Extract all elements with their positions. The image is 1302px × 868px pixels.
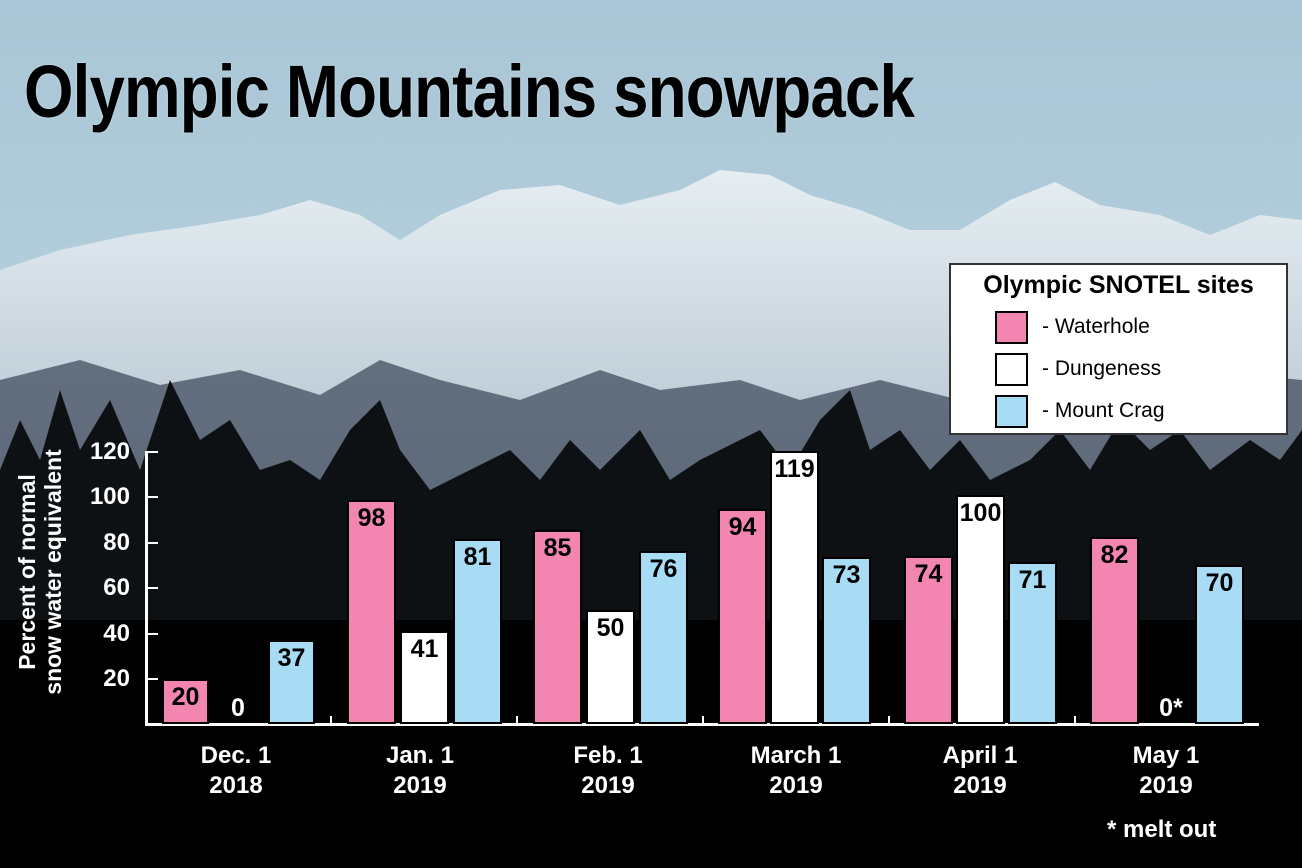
x-label-line1: Dec. 1 [200,742,272,769]
bar-value-zero: 0 [231,694,245,722]
bar-waterhole-mar: 94 [718,509,767,724]
bar-waterhole-apr: 74 [904,556,953,724]
bar-dungeness-jan: 41 [400,631,449,724]
bar-dungeness-mar: 119 [770,451,819,724]
bar-value: 94 [728,513,757,541]
bar-mount-crag-jan: 81 [453,539,502,724]
y-axis-label: Percent of normal snow water equivalent [14,422,66,722]
bar-value: 119 [774,455,815,483]
x-label-line1: March 1 [750,742,842,769]
y-tick-label: 100 [89,483,130,510]
bar-mount-crag-apr: 71 [1008,562,1057,724]
legend: Olympic SNOTEL sites - Waterhole - Dunge… [949,263,1288,435]
y-tick-label: 60 [103,574,130,601]
bar-mount-crag-dec: 37 [268,640,315,724]
x-tick [702,716,704,724]
x-label-line2: 2019 [1139,772,1193,799]
bar-dungeness-feb: 50 [586,610,635,724]
x-label-line2: 2018 [209,772,263,799]
x-axis-line [145,723,1259,726]
y-tick-label: 80 [103,529,130,556]
x-label-feb-2019: Feb. 1 2019 [528,741,688,801]
x-label-mar-2019: March 1 2019 [716,741,876,801]
bar-mount-crag-mar: 73 [822,557,871,724]
bar-dungeness-apr: 100 [956,495,1005,724]
bar-value-melt-out: 0* [1159,694,1183,722]
x-label-line2: 2019 [769,772,823,799]
legend-label: - Dungeness [1042,357,1162,380]
legend-label: - Waterhole [1042,315,1150,338]
bar-value: 76 [649,555,678,583]
bar-value: 37 [277,644,306,672]
waterhole-swatch [995,310,1028,344]
y-axis-label-line1: Percent of normal [14,474,40,670]
y-tick [148,496,158,498]
x-label-line1: Feb. 1 [573,742,643,769]
y-tick [148,587,158,589]
x-label-line2: 2019 [393,772,447,799]
bar-value: 74 [914,560,943,588]
bar-value: 73 [832,561,861,589]
y-tick-label: 40 [103,620,130,647]
bar-waterhole-may: 82 [1090,537,1139,724]
x-label-may-2019: May 1 2019 [1086,741,1246,801]
y-tick [148,451,158,453]
bar-value: 81 [463,543,492,571]
y-tick [148,633,158,635]
x-label-line1: April 1 [942,742,1018,769]
bar-value: 98 [357,504,386,532]
y-tick [148,542,158,544]
bar-mount-crag-may: 70 [1195,565,1244,724]
y-tick-label: 20 [103,665,130,692]
x-label-line2: 2019 [581,772,635,799]
bar-waterhole-jan: 98 [347,500,396,724]
mount-crag-swatch [995,394,1028,428]
bar-value: 20 [171,683,200,711]
legend-label: - Mount Crag [1042,399,1165,422]
x-label-jan-2019: Jan. 1 2019 [340,741,500,801]
y-tick [148,678,158,680]
y-tick-label: 120 [89,438,130,465]
bar-value: 82 [1100,541,1129,569]
chart-title: Olympic Mountains snowpack [24,50,915,133]
x-tick [330,716,332,724]
bar-waterhole-dec: 20 [162,679,209,724]
x-tick [516,716,518,724]
legend-item-waterhole: - Waterhole [995,309,1150,345]
bar-value: 71 [1018,566,1047,594]
bar-value: 41 [410,635,439,663]
x-label-apr-2019: April 1 2019 [900,741,1060,801]
dungeness-swatch [995,352,1028,386]
x-tick [1074,716,1076,724]
x-label-line2: 2019 [953,772,1007,799]
bar-mount-crag-feb: 76 [639,551,688,724]
footnote-melt-out: * melt out [1107,816,1217,843]
y-axis-label-line2: snow water equivalent [40,449,66,695]
legend-item-mount-crag: - Mount Crag [995,393,1165,429]
x-label-dec-2018: Dec. 1 2018 [156,741,316,801]
legend-item-dungeness: - Dungeness [995,351,1161,387]
x-label-line1: Jan. 1 [385,742,455,769]
x-label-line1: May 1 [1132,742,1200,769]
bar-value: 100 [959,499,1002,527]
x-tick [888,716,890,724]
bar-value: 70 [1205,569,1234,597]
y-axis-line [145,451,148,725]
legend-title: Olympic SNOTEL sites [983,271,1254,299]
bar-value: 50 [596,614,625,642]
bar-value: 85 [543,534,572,562]
bar-waterhole-feb: 85 [533,530,582,724]
